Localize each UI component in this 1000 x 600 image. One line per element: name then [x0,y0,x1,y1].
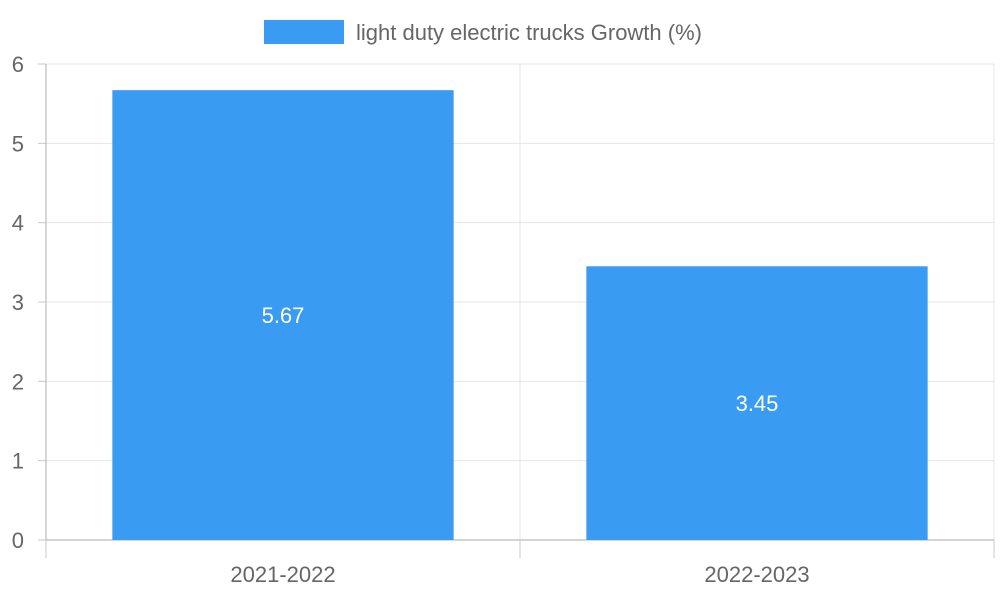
legend[interactable]: light duty electric trucks Growth (%) [264,20,702,45]
data-label: 3.45 [736,391,779,416]
bars [112,90,928,541]
legend-label[interactable]: light duty electric trucks Growth (%) [356,20,702,45]
y-tick-label: 1 [12,449,24,474]
y-tick-label: 2 [12,369,24,394]
y-tick-label: 3 [12,290,24,315]
legend-swatch[interactable] [264,20,344,44]
y-tick-label: 6 [12,52,24,77]
y-tick-label: 0 [12,528,24,553]
x-tick-label: 2022-2023 [704,562,809,587]
data-label: 5.67 [262,303,305,328]
y-tick-label: 4 [12,211,24,236]
bar[interactable] [586,266,928,540]
labels: 0 1 2 3 4 5 6 5.67 2021-2022 3.45 2022-2023 [12,52,810,587]
y-tick-label: 5 [12,131,24,156]
bar[interactable] [112,90,454,541]
x-tick-label: 2021-2022 [230,562,335,587]
